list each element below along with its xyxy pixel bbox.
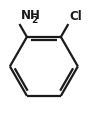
Text: NH: NH [20,9,40,22]
Text: 2: 2 [32,16,38,25]
Text: Cl: Cl [69,10,82,23]
